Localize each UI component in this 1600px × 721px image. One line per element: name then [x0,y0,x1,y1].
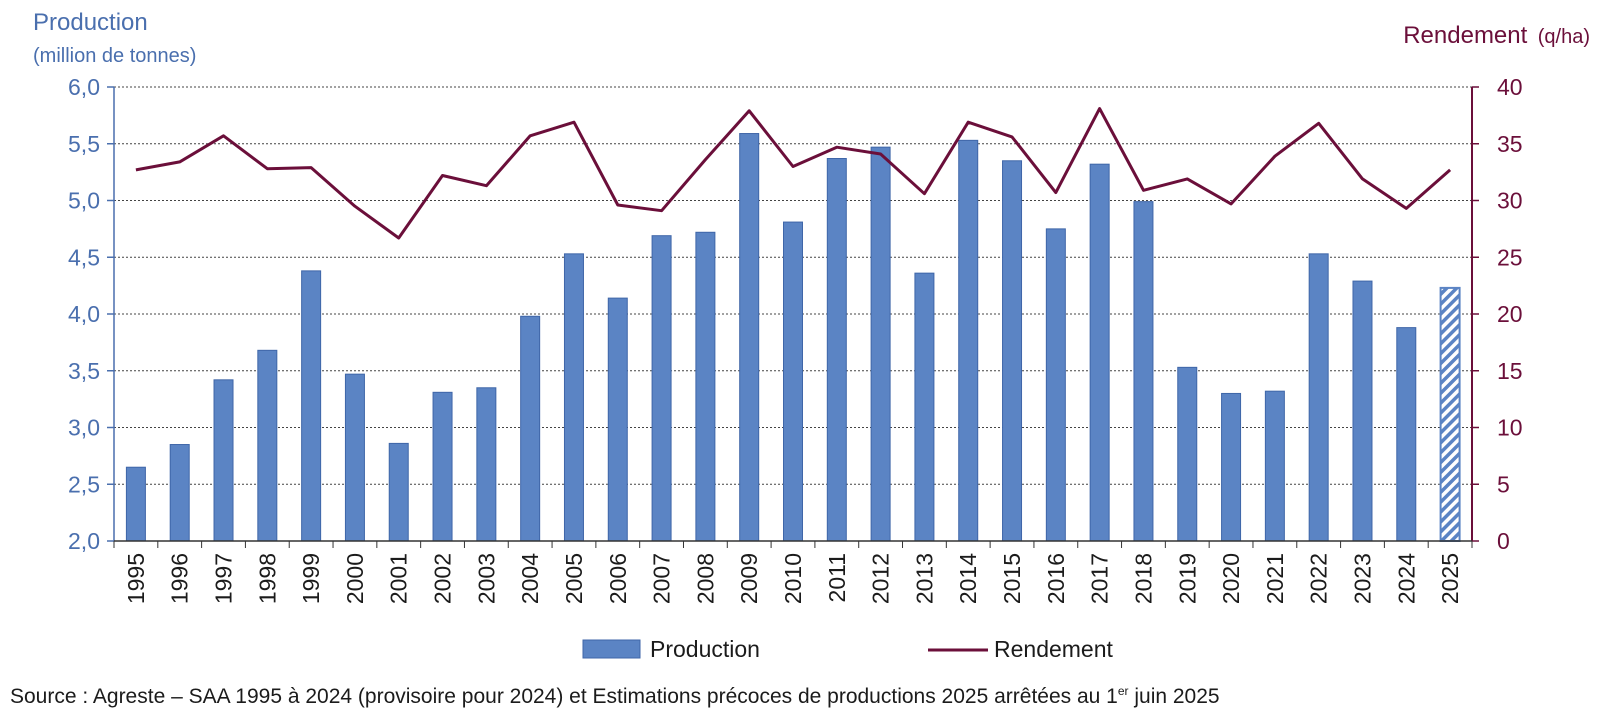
left-axis-title: Production [33,9,148,36]
bar-production [739,133,760,542]
bar-production [1089,163,1110,542]
bar-production [783,221,803,542]
x-tick-label: 2007 [649,553,675,604]
legend-rendement-label: Rendement [994,636,1114,662]
bar-production [1396,327,1417,542]
bar-production [1352,280,1373,542]
x-tick-label: 2012 [868,553,894,604]
bar-production [169,444,190,542]
legend: Production Rendement [582,636,1114,662]
legend-production-label: Production [650,636,760,662]
bar-production [1133,201,1154,542]
bar-production [388,442,409,542]
right-tick-label: 10 [1497,415,1523,441]
x-tick-label: 1999 [298,553,324,604]
legend-production-swatch [582,639,641,659]
bar-production [914,272,935,542]
bar-production [257,349,278,542]
x-tick-label: 2023 [1349,553,1375,604]
source-tail: juin 2025 [1128,685,1220,708]
x-tick-label: 2021 [1262,553,1288,604]
bar-production [476,387,497,542]
right-tick-label: 15 [1497,358,1523,384]
bar-production [563,253,584,542]
x-tick-label: 2005 [561,553,587,604]
bar-production [301,270,322,542]
right-tick-label: 35 [1497,131,1523,157]
right-tick-label: 20 [1497,301,1523,327]
bar-production [1439,286,1461,542]
x-tick-label: 2004 [517,553,543,604]
left-tick-label: 3,0 [68,415,100,441]
right-axis-title-label: Rendement [1403,22,1527,49]
right-tick-label: 40 [1497,74,1523,100]
bar-production [695,231,716,542]
right-tick-label: 0 [1497,528,1510,554]
bar-production [1264,390,1285,542]
production-rendement-chart: 2,02,53,03,54,04,55,05,56,00510152025303… [33,9,1590,662]
left-tick-label: 2,5 [68,471,100,497]
bar-production [432,391,453,542]
axes: 2,02,53,03,54,04,55,05,56,00510152025303… [68,74,1523,604]
right-axis-title: Rendement (q/ha) [1403,22,1590,49]
bar-production [870,146,891,542]
x-tick-label: 2019 [1174,553,1200,604]
bar-production [651,235,672,542]
right-tick-label: 30 [1497,188,1523,214]
bar-production [1177,366,1198,542]
x-tick-label: 1997 [211,553,237,604]
right-axis-title-unit: (q/ha) [1538,26,1590,48]
right-tick-label: 25 [1497,244,1523,270]
left-tick-label: 5,0 [68,188,100,214]
source-superscript: er [1117,684,1129,698]
production-bars [125,133,1461,542]
left-tick-label: 4,0 [68,301,100,327]
source-text: Source : Agreste – SAA 1995 à 2024 (prov… [10,685,1118,708]
x-tick-label: 2008 [692,553,718,604]
x-tick-label: 2015 [999,553,1025,604]
bar-production [520,315,541,542]
x-tick-label: 2003 [473,553,499,604]
bar-production [607,297,628,542]
left-axis-subtitle: (million de tonnes) [33,45,196,67]
x-tick-label: 2013 [911,553,937,604]
left-tick-label: 5,5 [68,131,100,157]
bar-production [1308,253,1329,542]
bar-production [826,158,847,542]
bar-production [125,466,146,542]
bar-production [1221,392,1242,542]
source-note: Source : Agreste – SAA 1995 à 2024 (prov… [10,684,1220,709]
x-tick-label: 2001 [386,553,412,604]
bar-production [213,379,234,542]
x-tick-label: 2020 [1218,553,1244,604]
bar-production [1045,228,1066,542]
x-tick-label: 2016 [1043,553,1069,604]
left-tick-label: 3,5 [68,358,100,384]
x-tick-label: 2017 [1087,553,1113,604]
x-tick-label: 2011 [824,553,850,602]
bar-production [1002,160,1023,542]
left-tick-label: 2,0 [68,528,100,554]
x-tick-label: 2010 [780,553,806,604]
x-tick-label: 1998 [254,553,280,604]
left-tick-label: 4,5 [68,244,100,270]
x-tick-label: 2025 [1437,553,1463,604]
line-rendement [135,107,1452,240]
x-tick-label: 2006 [605,553,631,604]
bar-production [344,373,365,542]
x-tick-label: 2024 [1393,553,1419,604]
right-tick-label: 5 [1497,471,1510,497]
bar-production [958,139,979,542]
x-tick-label: 2000 [342,553,368,604]
rendement-line [135,107,1452,240]
x-tick-label: 1996 [167,553,193,604]
x-tick-label: 2009 [736,553,762,604]
x-tick-label: 2002 [430,553,456,604]
x-tick-label: 2022 [1306,553,1332,604]
x-tick-label: 2018 [1130,553,1156,604]
left-tick-label: 6,0 [68,74,100,100]
x-tick-label: 1995 [123,553,149,604]
x-tick-label: 2014 [955,553,981,604]
